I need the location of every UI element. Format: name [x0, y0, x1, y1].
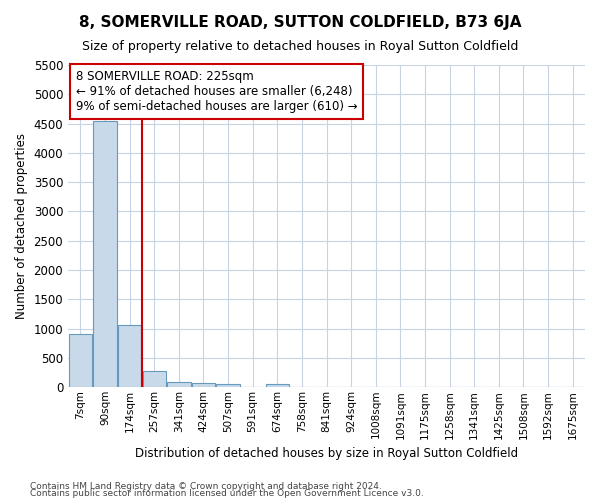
- Bar: [192, 382, 215, 387]
- Bar: [167, 382, 191, 387]
- Bar: [266, 384, 289, 387]
- X-axis label: Distribution of detached houses by size in Royal Sutton Coldfield: Distribution of detached houses by size …: [135, 447, 518, 460]
- Text: Contains public sector information licensed under the Open Government Licence v3: Contains public sector information licen…: [30, 489, 424, 498]
- Bar: [143, 371, 166, 387]
- Text: Contains HM Land Registry data © Crown copyright and database right 2024.: Contains HM Land Registry data © Crown c…: [30, 482, 382, 491]
- Text: 8 SOMERVILLE ROAD: 225sqm
← 91% of detached houses are smaller (6,248)
9% of sem: 8 SOMERVILLE ROAD: 225sqm ← 91% of detac…: [76, 70, 358, 113]
- Y-axis label: Number of detached properties: Number of detached properties: [15, 133, 28, 319]
- Text: 8, SOMERVILLE ROAD, SUTTON COLDFIELD, B73 6JA: 8, SOMERVILLE ROAD, SUTTON COLDFIELD, B7…: [79, 15, 521, 30]
- Bar: [217, 384, 240, 387]
- Text: Size of property relative to detached houses in Royal Sutton Coldfield: Size of property relative to detached ho…: [82, 40, 518, 53]
- Bar: [68, 334, 92, 387]
- Bar: [118, 325, 141, 387]
- Bar: [93, 120, 116, 387]
